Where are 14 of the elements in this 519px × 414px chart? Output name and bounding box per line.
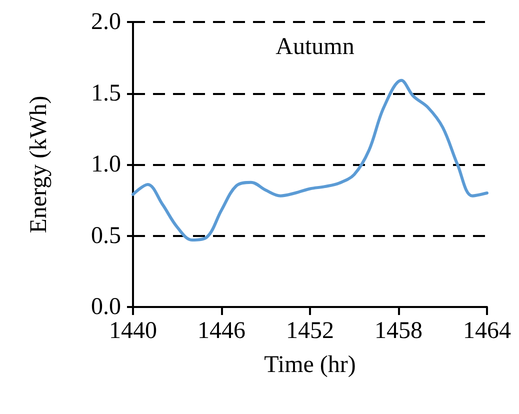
x-axis-title: Time (hr)	[264, 352, 356, 378]
y-tick-label: 0.0	[91, 294, 121, 320]
line-series	[132, 78, 488, 242]
x-tick-label: 1464	[463, 318, 511, 344]
y-tick-label: 1.0	[91, 152, 121, 178]
x-tick-label: 1446	[198, 318, 246, 344]
y-tick-label: 0.5	[91, 222, 121, 249]
y-tick-label: 1.5	[91, 80, 121, 106]
y-axis-title: Energy (kWh)	[26, 96, 52, 234]
x-tick-label: 1458	[374, 318, 422, 344]
y-tick-label: 2.0	[91, 9, 121, 35]
x-tick-label: 1440	[109, 318, 157, 344]
x-tick-label: 1452	[286, 318, 334, 344]
text: Autumn	[276, 34, 354, 60]
